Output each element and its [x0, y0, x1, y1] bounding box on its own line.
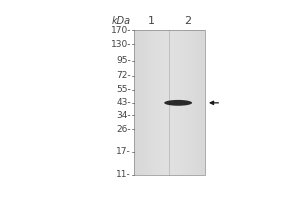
Text: 72-: 72-: [117, 71, 131, 80]
Text: kDa: kDa: [112, 16, 131, 26]
Text: 2: 2: [184, 16, 191, 26]
Text: 55-: 55-: [116, 85, 131, 94]
Text: 34-: 34-: [117, 111, 131, 120]
Text: 1: 1: [148, 16, 155, 26]
Text: 26-: 26-: [117, 125, 131, 134]
Text: 43-: 43-: [117, 98, 131, 107]
Text: 170-: 170-: [111, 26, 131, 35]
Text: 95-: 95-: [116, 56, 131, 65]
Text: 17-: 17-: [116, 147, 131, 156]
Text: 130-: 130-: [111, 40, 131, 49]
Text: 11-: 11-: [116, 170, 131, 179]
Bar: [134, 30, 205, 175]
Ellipse shape: [164, 100, 192, 106]
